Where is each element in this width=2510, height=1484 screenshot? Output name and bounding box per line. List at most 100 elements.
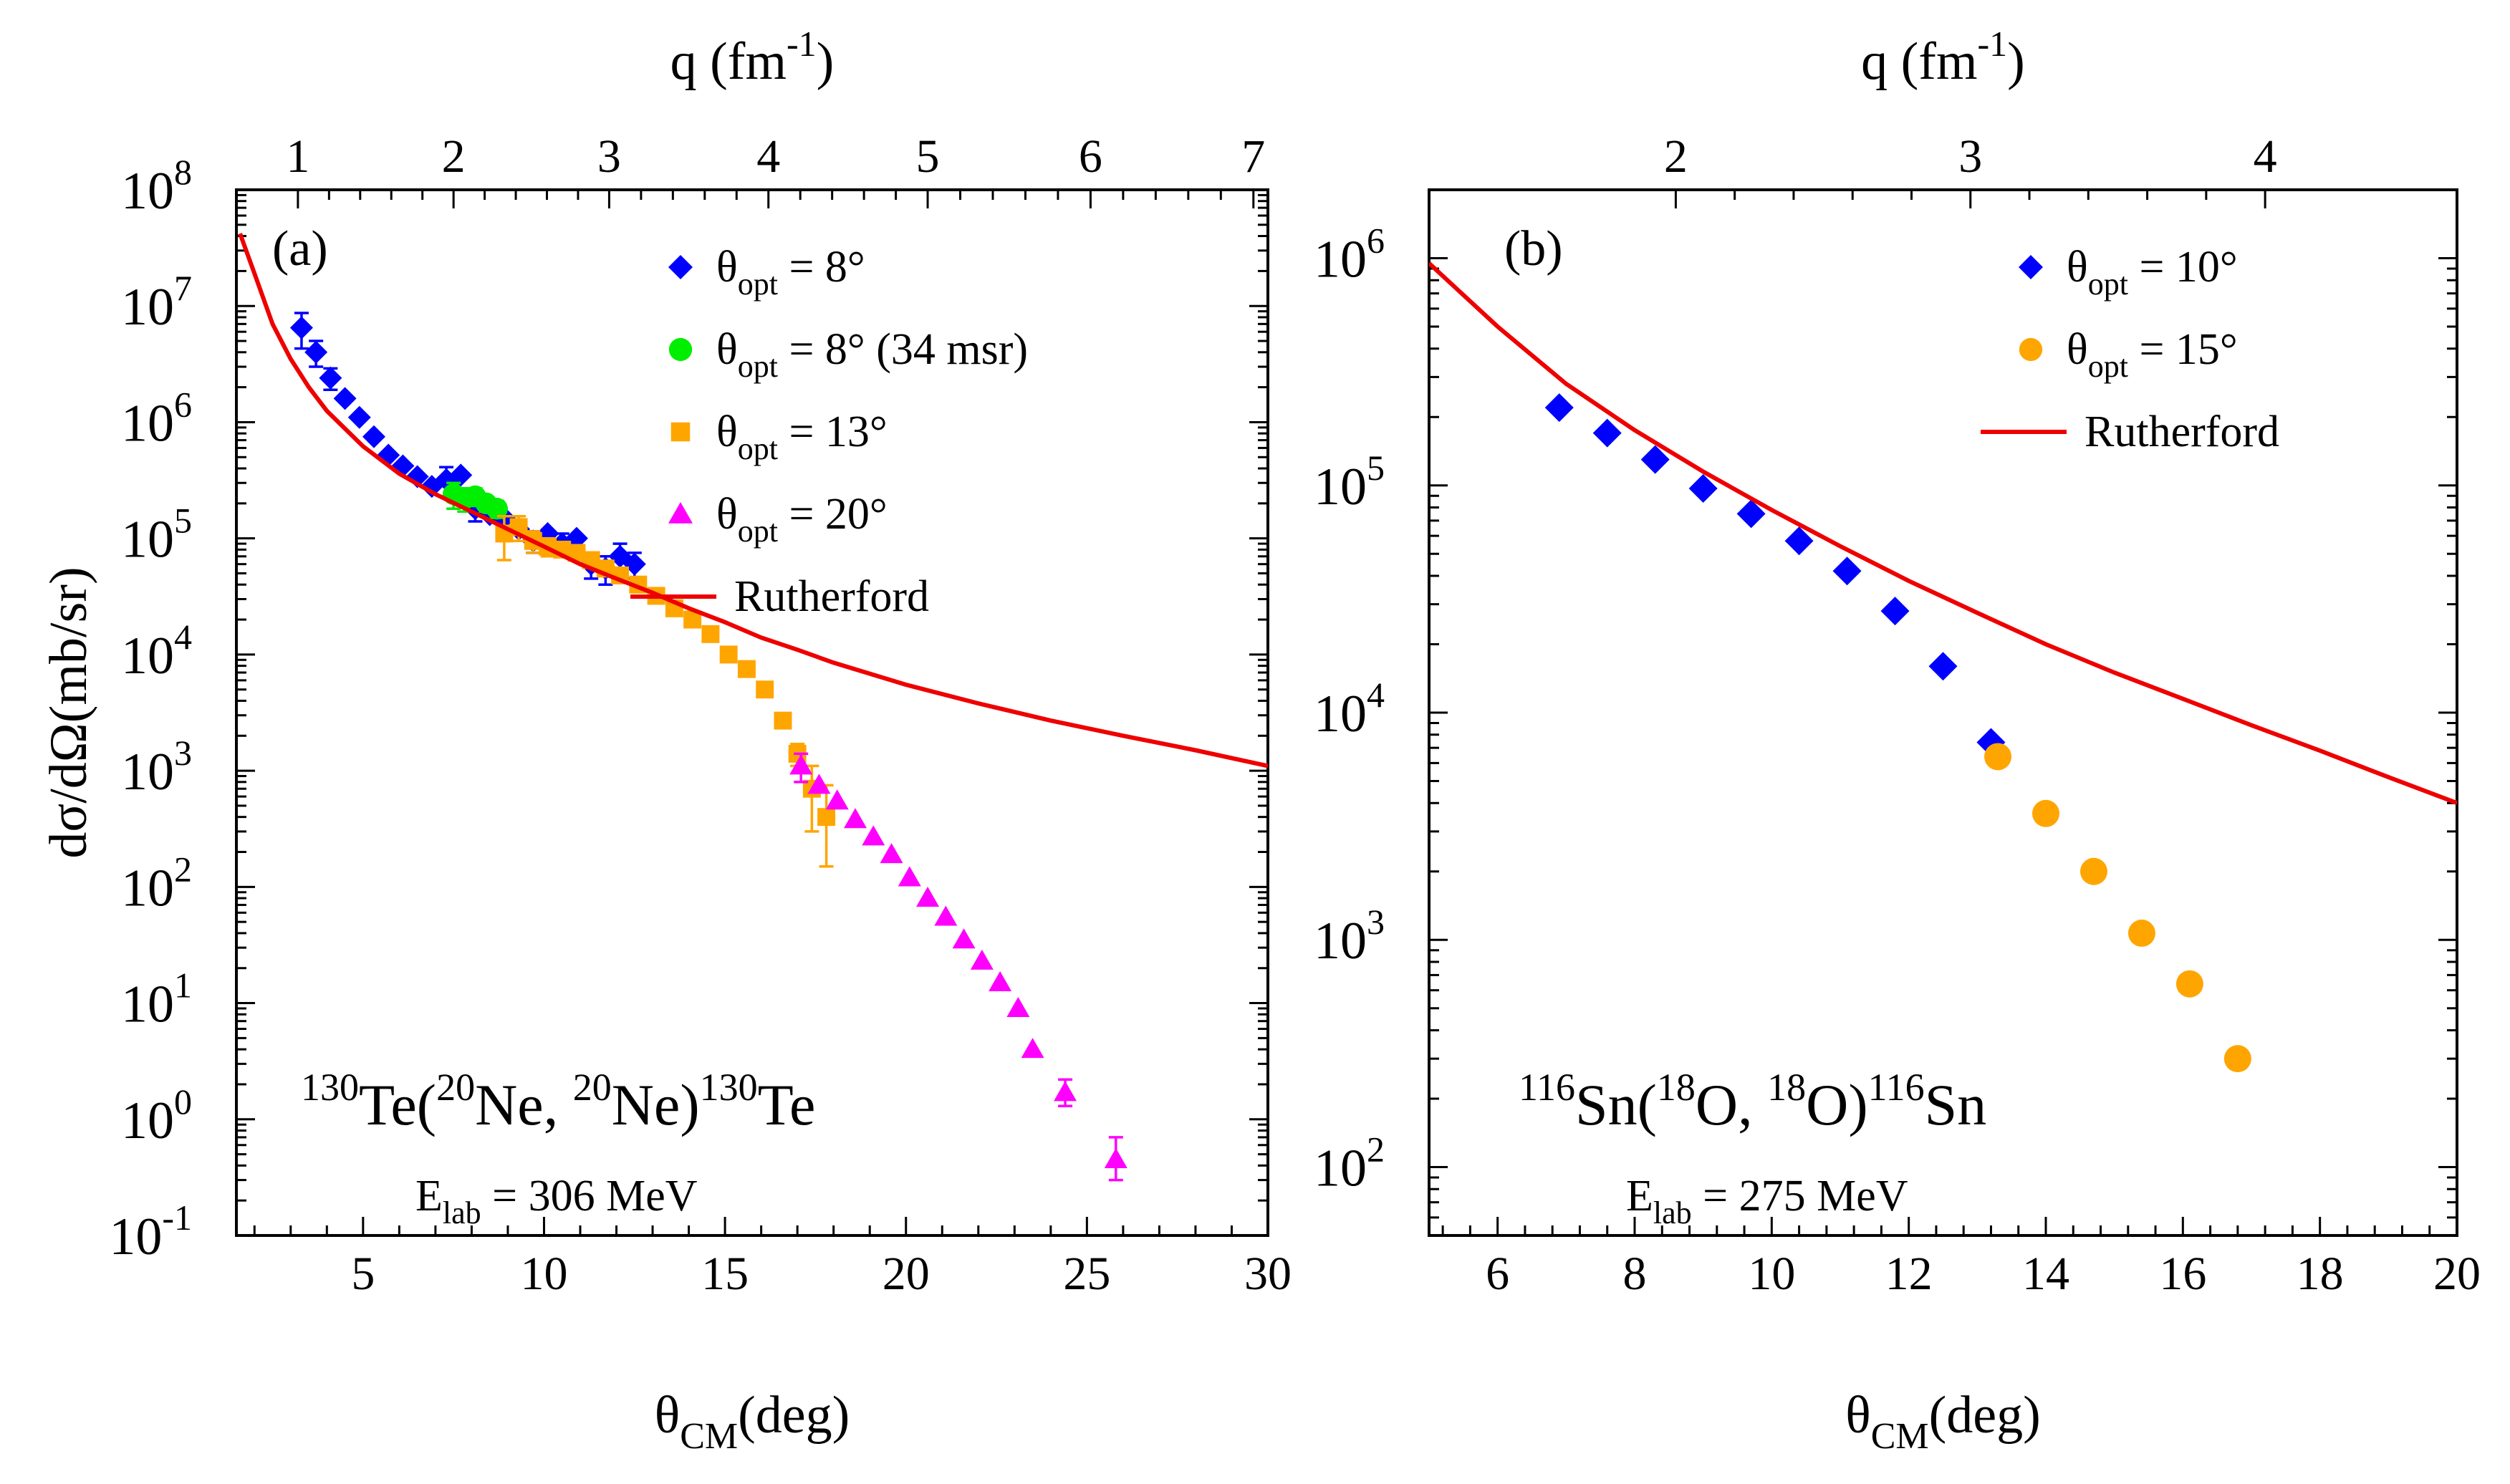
data-point-triangle [916, 887, 940, 907]
legend-label: θopt = 20° [716, 490, 888, 549]
data-point-diamond [333, 387, 357, 410]
data-point-square [737, 660, 756, 678]
y-tick-exponent: 5 [1367, 448, 1385, 488]
y-tick-base: 10 [121, 278, 174, 337]
reaction-mass: 18 [1767, 1066, 1806, 1109]
data-point-diamond [1736, 499, 1766, 529]
panel-a-chart: 5 10 15 20 25 3010-11001011021031041051061071… [39, 24, 1292, 1457]
y-tick-base: 10 [109, 1208, 162, 1266]
y-tick-label: 104 [1314, 675, 1385, 743]
data-point-diamond [362, 425, 385, 448]
x-tick-label: 10 [520, 1248, 567, 1300]
legend-label-main: θ [2067, 243, 2088, 292]
data-point-circle [2032, 799, 2059, 827]
x-tick-label: 15 [701, 1248, 749, 1300]
y-tick-label: 102 [121, 849, 192, 917]
panel-label: (a) [272, 221, 328, 276]
y-tick-exponent: 0 [174, 1081, 192, 1122]
energy-label: Elab = 306 MeV [415, 1172, 698, 1230]
data-point-triangle [898, 866, 921, 887]
top-tick-label: 7 [1241, 130, 1265, 183]
data-point-triangle [789, 754, 813, 775]
energy-pre: E [415, 1172, 443, 1220]
y-tick-base: 10 [121, 162, 174, 221]
data-point-triangle [934, 905, 958, 926]
legend-label-main: θ [716, 243, 738, 292]
data-point-triangle [825, 789, 849, 810]
y-tick-exponent: 7 [174, 268, 192, 308]
legend-label: Rutherford [2085, 408, 2279, 456]
reaction-mass: 116 [1868, 1066, 1925, 1109]
legend-swatch-diamond [668, 255, 693, 279]
y-tick-label: 106 [121, 384, 192, 453]
y-tick-base: 10 [121, 394, 174, 453]
legend-label-main: θ [716, 490, 738, 539]
legend-label-tail: = 13° [778, 408, 888, 456]
top-axis-title-exp: -1 [787, 24, 817, 64]
y-tick-label: 103 [1314, 902, 1385, 970]
data-layer [238, 233, 1268, 1182]
y-tick-exponent: 5 [174, 501, 192, 541]
y-tick-base: 10 [121, 1092, 174, 1150]
x-tick-label: 30 [1244, 1248, 1292, 1300]
top-tick-label: 3 [597, 130, 621, 183]
x-tick-label: 20 [2433, 1248, 2481, 1300]
series-3-points [789, 752, 1127, 1182]
legend-label: Rutherford [734, 572, 929, 621]
series-0-points [1544, 393, 2006, 757]
data-point-diamond [1928, 652, 1958, 681]
top-tick-label: 3 [1958, 130, 1982, 183]
data-point-circle [2079, 857, 2107, 885]
series-2-points [495, 515, 836, 868]
y-tick-label: 104 [121, 617, 192, 685]
top-axis-title-close: ) [817, 32, 835, 91]
reaction-mass: 130 [301, 1066, 359, 1109]
y-tick-exponent: 2 [174, 849, 192, 889]
y-tick-exponent: 4 [1367, 675, 1385, 715]
reaction-mass: 116 [1519, 1066, 1575, 1109]
y-tick-label: 105 [1314, 448, 1385, 516]
data-point-triangle [970, 949, 994, 970]
y-tick-base: 10 [1314, 1139, 1367, 1198]
energy-sub: lab [1653, 1195, 1692, 1230]
legend-label: θopt = 8° [716, 243, 865, 302]
legend-label-tail: = 10° [2128, 243, 2238, 292]
y-tick-base: 10 [1314, 231, 1367, 289]
legend-label-sub: opt [738, 431, 778, 466]
reaction-mass: 20 [436, 1066, 475, 1109]
y-tick-base: 10 [1314, 912, 1367, 970]
data-point-diamond [1832, 556, 1862, 586]
energy-pre: E [1626, 1172, 1653, 1220]
x-axis-title-tail: (deg) [1929, 1386, 2041, 1445]
x-tick-label: 5 [351, 1248, 375, 1300]
y-tick-base: 10 [121, 743, 174, 801]
top-tick-label: 2 [1664, 130, 1688, 183]
x-tick-label: 25 [1063, 1248, 1110, 1300]
energy-sub: lab [443, 1195, 481, 1230]
y-tick-label: 102 [1314, 1129, 1385, 1198]
y-tick-base: 10 [1314, 685, 1367, 743]
x-axis-title-main: θ [655, 1386, 680, 1445]
data-point-diamond [449, 463, 473, 487]
x-tick-label: 20 [883, 1248, 930, 1300]
x-axis-title-main: θ [1845, 1386, 1870, 1445]
x-axis-title: θCM(deg) [1845, 1386, 2041, 1457]
data-point-triangle [1006, 996, 1030, 1017]
data-point-diamond [289, 316, 313, 339]
data-point-square [701, 625, 720, 643]
y-tick-base: 10 [121, 511, 174, 569]
x-tick-label: 14 [2022, 1248, 2069, 1300]
data-point-triangle [952, 928, 976, 949]
x-tick-label: 10 [1748, 1248, 1795, 1300]
energy-label: Elab = 275 MeV [1626, 1172, 1908, 1230]
x-axis-title-sub: CM [1871, 1416, 1929, 1457]
x-tick-label: 18 [2297, 1248, 2344, 1300]
legend-swatch-square [670, 422, 691, 442]
data-point-triangle [807, 774, 831, 794]
data-point-triangle [1104, 1148, 1127, 1169]
top-tick-label: 4 [2254, 130, 2277, 183]
y-tick-exponent: 6 [1367, 221, 1385, 261]
x-axis-title: θCM(deg) [655, 1386, 850, 1457]
legend: θopt = 8°θopt = 8° (34 msr)θopt = 13°θop… [630, 243, 1028, 621]
